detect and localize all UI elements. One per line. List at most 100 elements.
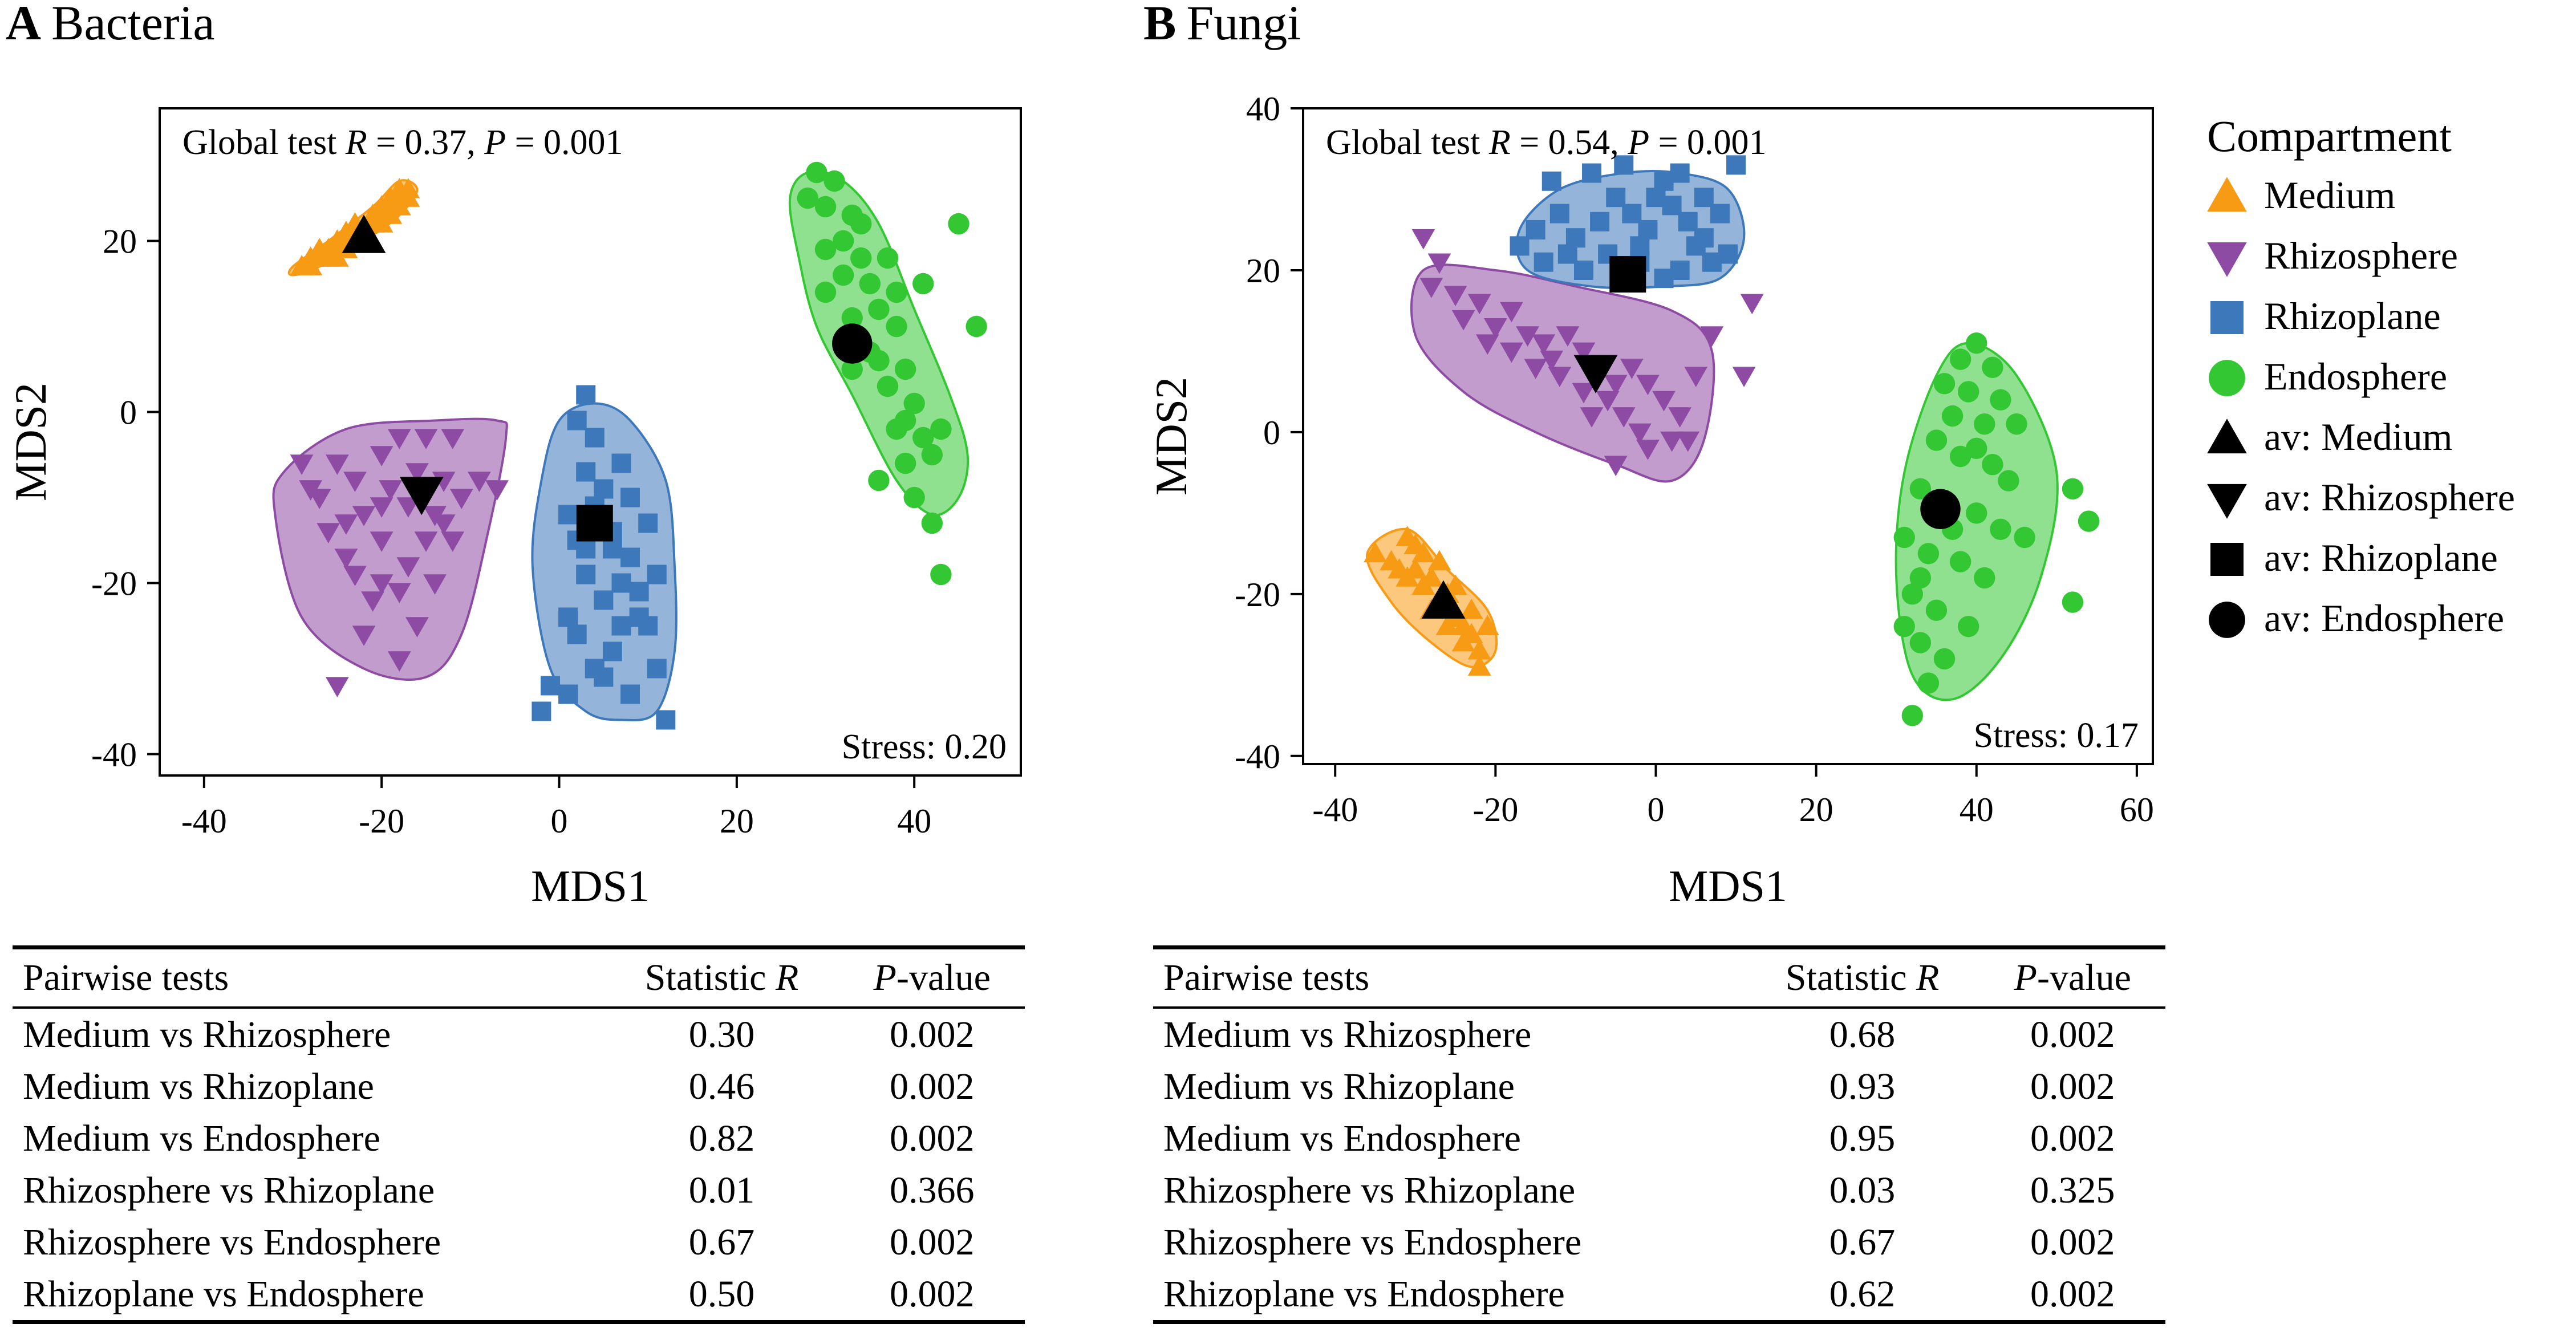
pairwise-table-bacteria: Pairwise tests Statistic R P-value Mediu… <box>13 945 1025 1324</box>
data-point <box>414 531 438 552</box>
data-point <box>2062 591 2084 613</box>
data-point <box>647 659 667 679</box>
data-point <box>1596 391 1620 412</box>
data-point <box>611 573 631 593</box>
cell-pairwise-test: Rhizosphere vs Rhizoplane <box>1163 1169 1576 1211</box>
plot-frame <box>1302 107 2154 765</box>
data-point <box>1893 615 1915 637</box>
data-point <box>432 514 456 535</box>
cell-p-value: 0.002 <box>2030 1117 2115 1159</box>
data-point <box>299 480 323 501</box>
hull-rhizosphere <box>272 417 508 681</box>
x-tick-label: 40 <box>1960 791 1994 829</box>
data-point <box>620 488 640 507</box>
legend-label: Medium <box>2264 173 2395 217</box>
cell-p-value: 0.002 <box>890 1221 975 1263</box>
data-point <box>1573 260 1593 280</box>
cell-statistic-r: 0.67 <box>688 1221 755 1263</box>
header-stat-symbol: R <box>1916 957 1940 998</box>
data-point <box>1557 244 1577 264</box>
global-test-r-value: = 0.54, <box>1511 123 1628 162</box>
centroid-rhizoplane <box>1609 256 1646 293</box>
data-point <box>656 710 676 730</box>
legend: Compartment Medium Rhizosphere Rhizoplane En… <box>2207 111 2515 640</box>
table-row: Medium vs Endosphere 0.82 0.002 <box>13 1112 1025 1164</box>
header-p-symbol: P <box>2014 957 2037 998</box>
y-tick-label: -40 <box>1235 738 1280 775</box>
legend-label: av: Rhizosphere <box>2264 476 2515 519</box>
data-point <box>1628 423 1652 444</box>
y-tick-label: 0 <box>1263 414 1280 452</box>
data-point <box>638 513 658 533</box>
data-point <box>396 497 420 518</box>
centroid-rhizoplane <box>576 505 613 542</box>
data-point <box>868 298 890 320</box>
data-point <box>1475 615 1499 635</box>
data-point <box>558 684 578 704</box>
table-row: Rhizosphere vs Rhizoplane 0.03 0.325 <box>1153 1164 2165 1216</box>
data-point <box>379 480 403 501</box>
data-point <box>1524 359 1548 379</box>
data-point <box>1957 615 1979 637</box>
data-point <box>1652 391 1676 412</box>
data-point <box>576 565 596 584</box>
data-point <box>405 617 429 637</box>
data-point <box>1909 632 1932 653</box>
header-stat-symbol: R <box>775 957 799 998</box>
centroid-endosphere <box>1920 489 1961 529</box>
global-test-annotation: Global test R = 0.37, P = 0.001 <box>182 123 623 162</box>
legend-label: Endosphere <box>2264 355 2447 398</box>
series-rhizosphere <box>290 429 509 697</box>
data-point <box>1630 236 1650 256</box>
global-test-r-value: = 0.37, <box>367 123 484 162</box>
data-point <box>2078 510 2100 532</box>
centroid-rhizosphere <box>1573 355 1618 393</box>
data-point <box>1636 439 1660 460</box>
data-point <box>912 273 934 295</box>
header-p-value: P-value <box>1979 945 2165 1009</box>
data-point <box>1582 163 1602 183</box>
legend-marker-av-endosphere <box>2209 602 2245 638</box>
data-point <box>1933 373 1956 395</box>
cell-p-value: 0.002 <box>890 1013 975 1055</box>
data-point <box>1500 342 1523 363</box>
header-statistic-r: Statistic R <box>604 945 839 1009</box>
table-row: Rhizosphere vs Rhizoplane 0.01 0.366 <box>13 1164 1025 1216</box>
data-point <box>1604 456 1628 477</box>
data-point <box>894 358 916 380</box>
table-row: Medium vs Endosphere 0.95 0.002 <box>1153 1112 2165 1164</box>
x-tick-label: 40 <box>897 802 931 840</box>
series-rhizosphere <box>1411 229 1764 477</box>
x-tick-label: -20 <box>359 802 404 840</box>
data-point <box>877 247 899 269</box>
data-point <box>1500 302 1523 323</box>
data-point <box>1686 236 1706 256</box>
data-point <box>1909 567 1932 589</box>
cell-pairwise-test: Rhizoplane vs Endosphere <box>1153 1268 1745 1324</box>
cell-statistic-r: 0.95 <box>1829 1117 1896 1159</box>
data-point <box>1614 155 1634 175</box>
data-point <box>1982 356 2003 379</box>
y-axis-label: MDS2 <box>1146 377 1196 496</box>
series-rhizoplane <box>1510 155 1746 289</box>
data-point <box>1676 431 1700 452</box>
data-point <box>370 574 394 595</box>
data-point <box>1966 332 1987 354</box>
figure-canvas: -40 -20 0 20 40 20 0 -20 -40 MDS1 MDS2 Global test … <box>6 90 2515 911</box>
series-rhizoplane <box>532 385 676 730</box>
data-point <box>1700 326 1724 347</box>
data-point <box>611 453 631 473</box>
data-point <box>966 315 987 338</box>
data-point <box>334 514 358 535</box>
data-point <box>1443 574 1467 595</box>
data-point <box>1483 318 1507 339</box>
data-point <box>558 505 578 525</box>
x-tick-label: -20 <box>1472 791 1518 829</box>
data-point <box>1933 648 1956 670</box>
data-point <box>850 213 872 235</box>
data-point <box>1604 375 1628 396</box>
data-point <box>948 213 969 235</box>
data-point <box>1565 228 1585 248</box>
data-point <box>886 315 907 338</box>
data-point <box>1532 334 1556 355</box>
